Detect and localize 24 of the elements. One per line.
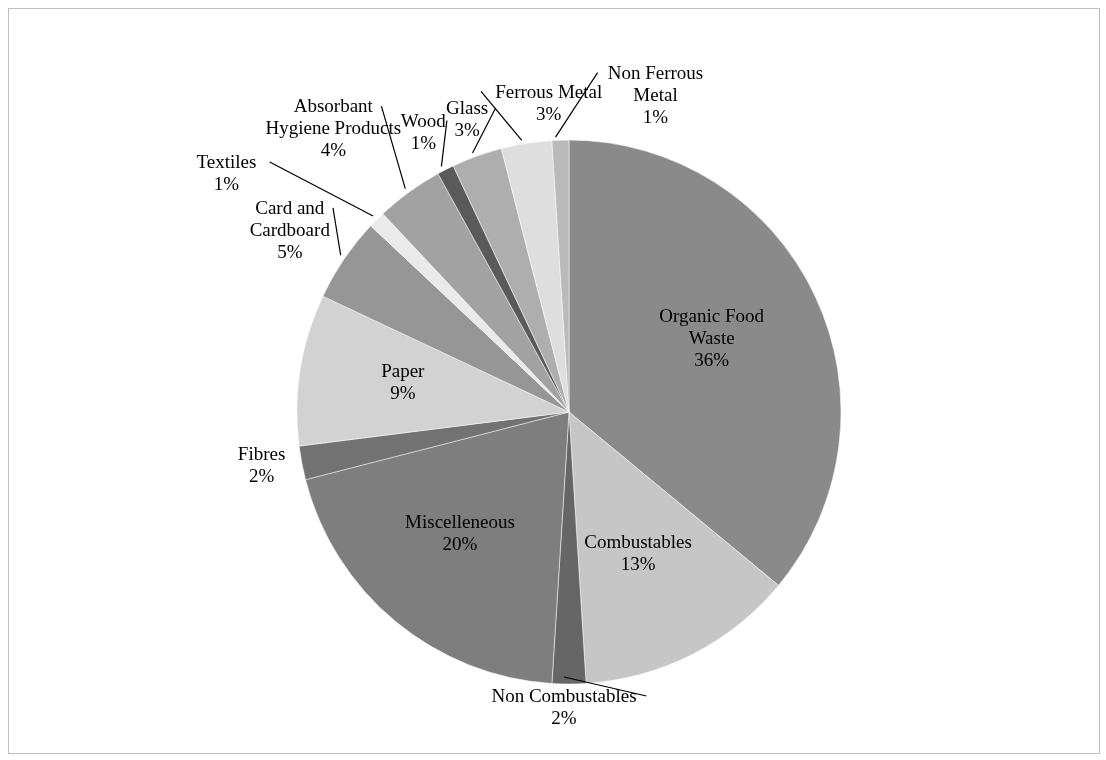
- slice-label: Card and Cardboard: [249, 197, 331, 241]
- slice-label: Wood: [400, 109, 447, 131]
- data-label: 2%: [551, 707, 577, 729]
- data-label: 36%: [694, 348, 730, 370]
- slice-label: Organic Food Waste: [659, 304, 765, 348]
- slice-label: Non Combustables: [491, 685, 637, 707]
- slice-label: Miscelleneous: [405, 510, 515, 532]
- slice-label: Paper: [381, 359, 426, 381]
- slice-label: Textiles: [196, 151, 257, 173]
- data-label: 2%: [248, 464, 275, 486]
- slice-label: Fibres: [237, 442, 286, 464]
- data-label: 13%: [620, 552, 656, 574]
- data-label: 1%: [642, 105, 669, 127]
- slice-label: Combustables: [584, 530, 692, 552]
- data-label: 1%: [410, 131, 437, 153]
- data-label: 20%: [442, 532, 478, 554]
- data-label: 3%: [536, 102, 562, 124]
- data-label: 3%: [454, 119, 480, 141]
- data-label: 9%: [390, 381, 416, 403]
- data-label: 1%: [213, 173, 240, 195]
- slice-label: Glass: [445, 97, 489, 119]
- data-label: 4%: [320, 139, 347, 161]
- data-label: 5%: [277, 241, 303, 263]
- slice-label: Non Ferrous Metal: [607, 61, 704, 105]
